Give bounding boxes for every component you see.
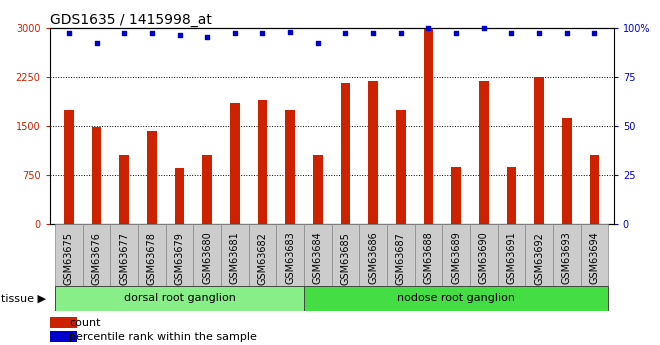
- Bar: [138, 224, 166, 286]
- Bar: [589, 155, 599, 224]
- Bar: [442, 224, 470, 286]
- Point: [451, 31, 461, 36]
- Bar: [414, 224, 442, 286]
- Point: [147, 31, 157, 36]
- Bar: [396, 110, 406, 224]
- Bar: [147, 131, 156, 224]
- Bar: [507, 167, 516, 224]
- Text: GSM63681: GSM63681: [230, 232, 240, 284]
- Text: GSM63676: GSM63676: [92, 232, 102, 285]
- Bar: [535, 77, 544, 224]
- Bar: [479, 81, 488, 224]
- Text: GSM63691: GSM63691: [506, 232, 517, 284]
- Text: GSM63690: GSM63690: [478, 232, 489, 284]
- Bar: [92, 127, 102, 224]
- Bar: [525, 224, 553, 286]
- Bar: [257, 100, 267, 224]
- Bar: [203, 155, 212, 224]
- Point: [368, 31, 378, 36]
- Point: [340, 31, 350, 36]
- Point: [119, 31, 129, 36]
- Text: percentile rank within the sample: percentile rank within the sample: [69, 332, 257, 342]
- Point: [423, 25, 434, 30]
- Text: GSM63677: GSM63677: [119, 232, 129, 285]
- Bar: [387, 224, 414, 286]
- Bar: [82, 224, 110, 286]
- Bar: [470, 224, 498, 286]
- Point: [91, 41, 102, 46]
- Text: GSM63679: GSM63679: [174, 232, 185, 285]
- Bar: [193, 224, 221, 286]
- Point: [313, 41, 323, 46]
- Text: GSM63680: GSM63680: [202, 232, 212, 284]
- Text: dorsal root ganglion: dorsal root ganglion: [123, 294, 236, 303]
- Bar: [55, 286, 304, 310]
- Bar: [304, 224, 332, 286]
- Text: count: count: [69, 318, 101, 328]
- Bar: [451, 167, 461, 224]
- Bar: [285, 110, 295, 224]
- Point: [589, 31, 600, 36]
- Text: GSM63693: GSM63693: [562, 232, 572, 284]
- Text: GSM63692: GSM63692: [534, 232, 544, 285]
- Bar: [175, 168, 184, 224]
- Point: [257, 31, 268, 36]
- Text: GSM63684: GSM63684: [313, 232, 323, 284]
- Text: GSM63689: GSM63689: [451, 232, 461, 284]
- Bar: [304, 286, 609, 310]
- Point: [534, 31, 544, 36]
- Point: [395, 31, 406, 36]
- Bar: [368, 81, 378, 224]
- Text: GSM63687: GSM63687: [396, 232, 406, 285]
- Bar: [64, 110, 74, 224]
- Point: [562, 31, 572, 36]
- Text: GSM63688: GSM63688: [424, 232, 434, 284]
- Bar: [55, 224, 82, 286]
- Bar: [110, 224, 138, 286]
- Bar: [359, 224, 387, 286]
- Bar: [249, 224, 277, 286]
- Bar: [424, 29, 434, 224]
- Point: [506, 31, 517, 36]
- Text: GSM63683: GSM63683: [285, 232, 295, 284]
- Point: [63, 31, 74, 36]
- Point: [230, 31, 240, 36]
- Text: nodose root ganglion: nodose root ganglion: [397, 294, 515, 303]
- Bar: [562, 118, 572, 224]
- Bar: [50, 331, 77, 342]
- Text: GDS1635 / 1415998_at: GDS1635 / 1415998_at: [50, 12, 211, 27]
- Bar: [341, 83, 350, 224]
- Text: GSM63685: GSM63685: [341, 232, 350, 285]
- Point: [478, 25, 489, 30]
- Text: GSM63678: GSM63678: [147, 232, 157, 285]
- Bar: [221, 224, 249, 286]
- Bar: [332, 224, 359, 286]
- Bar: [581, 224, 609, 286]
- Bar: [498, 224, 525, 286]
- Bar: [119, 155, 129, 224]
- Text: GSM63686: GSM63686: [368, 232, 378, 284]
- Text: tissue ▶: tissue ▶: [1, 294, 46, 303]
- Bar: [277, 224, 304, 286]
- Point: [202, 35, 213, 40]
- Bar: [50, 317, 77, 328]
- Point: [285, 29, 296, 34]
- Bar: [230, 103, 240, 224]
- Text: GSM63675: GSM63675: [64, 232, 74, 285]
- Bar: [166, 224, 193, 286]
- Text: GSM63694: GSM63694: [589, 232, 599, 284]
- Bar: [313, 155, 323, 224]
- Bar: [553, 224, 581, 286]
- Text: GSM63682: GSM63682: [257, 232, 267, 285]
- Point: [174, 33, 185, 38]
